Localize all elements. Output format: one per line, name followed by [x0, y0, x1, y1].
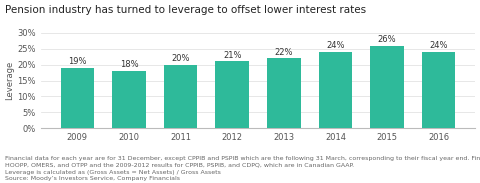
Bar	[216, 61, 249, 128]
Text: 24%: 24%	[430, 41, 448, 50]
Text: 21%: 21%	[223, 51, 241, 60]
Text: 19%: 19%	[68, 57, 86, 66]
Text: 18%: 18%	[120, 60, 138, 69]
Text: 22%: 22%	[275, 48, 293, 57]
Bar	[164, 65, 197, 128]
Text: 26%: 26%	[378, 35, 396, 44]
Bar	[60, 68, 94, 128]
Bar	[370, 46, 404, 128]
Bar	[319, 52, 352, 128]
Bar	[267, 58, 300, 128]
Bar	[422, 52, 456, 128]
Text: 20%: 20%	[171, 54, 190, 63]
Text: Financial data for each year are for 31 December, except CPPIB and PSPIB which a: Financial data for each year are for 31 …	[5, 156, 480, 181]
Bar	[112, 71, 146, 128]
Y-axis label: Leverage: Leverage	[6, 61, 14, 100]
Text: Pension industry has turned to leverage to offset lower interest rates: Pension industry has turned to leverage …	[5, 5, 366, 16]
Text: 24%: 24%	[326, 41, 345, 50]
